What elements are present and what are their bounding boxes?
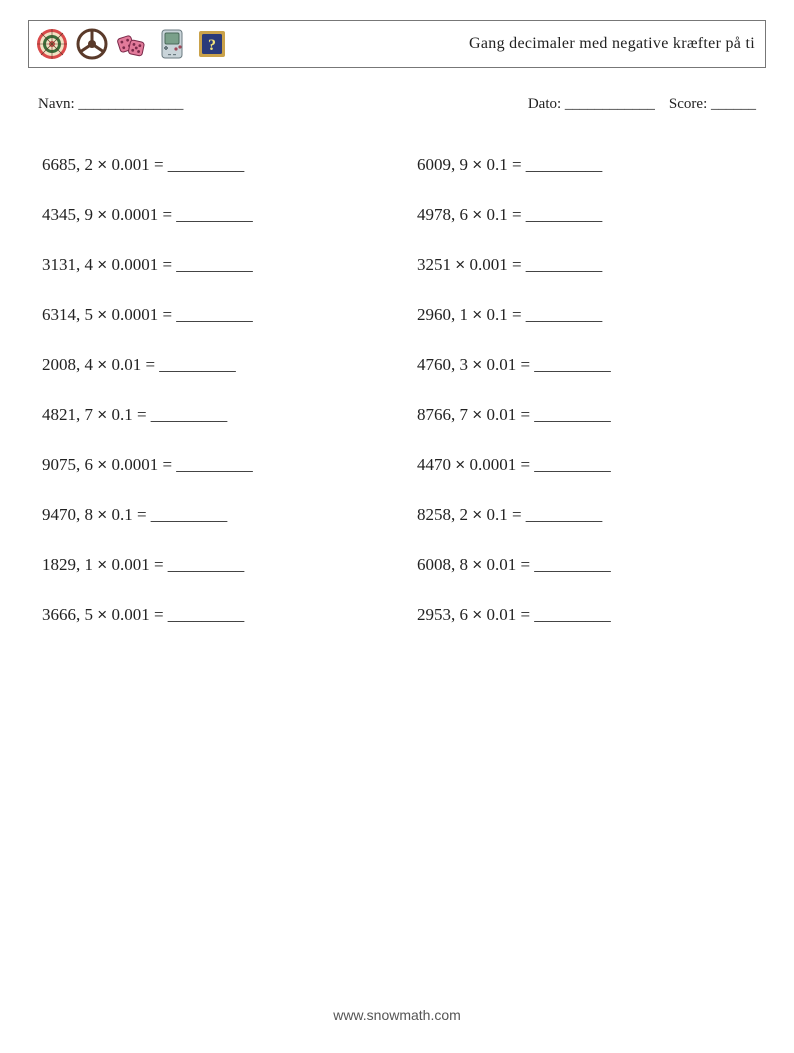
problem-item: 2960, 1 × 0.1 = _________ [417,305,752,325]
date-field-label: Dato: ____________ [528,96,655,113]
problem-item: 4978, 6 × 0.1 = _________ [417,205,752,225]
dartboard-icon [35,27,69,61]
problem-item: 4470 × 0.0001 = _________ [417,455,752,475]
problem-item: 8258, 2 × 0.1 = _________ [417,505,752,525]
problem-item: 6314, 5 × 0.0001 = _________ [42,305,377,325]
svg-text:?: ? [208,37,216,54]
problem-item: 9470, 8 × 0.1 = _________ [42,505,377,525]
problem-item: 4760, 3 × 0.01 = _________ [417,355,752,375]
problem-item: 4821, 7 × 0.1 = _________ [42,405,377,425]
name-field-label: Navn: ______________ [38,96,183,113]
problem-item: 2953, 6 × 0.01 = _________ [417,605,752,625]
problem-item: 3131, 4 × 0.0001 = _________ [42,255,377,275]
problem-item: 4345, 9 × 0.0001 = _________ [42,205,377,225]
gameboy-icon [155,27,189,61]
dice-icon [115,27,149,61]
problem-item: 3666, 5 × 0.001 = _________ [42,605,377,625]
meta-right: Dato: ____________ Score: ______ [528,96,756,113]
header-box: ? Gang decimaler med negative kræfter på… [28,20,766,68]
problem-item: 9075, 6 × 0.0001 = _________ [42,455,377,475]
icon-row: ? [35,27,229,61]
meta-row: Navn: ______________ Dato: ____________ … [28,96,766,113]
problem-item: 3251 × 0.001 = _________ [417,255,752,275]
question-card-icon: ? [195,27,229,61]
problem-item: 6685, 2 × 0.001 = _________ [42,155,377,175]
problem-item: 2008, 4 × 0.01 = _________ [42,355,377,375]
problem-item: 6009, 9 × 0.1 = _________ [417,155,752,175]
worksheet-title: Gang decimaler med negative kræfter på t… [469,35,755,53]
footer-url: www.snowmath.com [0,1007,794,1023]
problem-item: 1829, 1 × 0.001 = _________ [42,555,377,575]
problem-item: 6008, 8 × 0.01 = _________ [417,555,752,575]
worksheet-page: ? Gang decimaler med negative kræfter på… [0,0,794,1053]
problems-grid: 6685, 2 × 0.001 = _________ 6009, 9 × 0.1… [28,155,766,625]
problem-item: 8766, 7 × 0.01 = _________ [417,405,752,425]
score-field-label: Score: ______ [669,96,756,113]
steering-wheel-icon [75,27,109,61]
